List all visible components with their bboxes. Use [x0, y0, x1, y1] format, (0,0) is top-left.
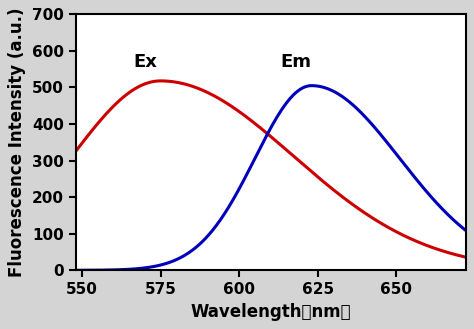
Text: Em: Em [280, 53, 311, 71]
X-axis label: Wavelength（nm）: Wavelength（nm） [191, 303, 351, 321]
Y-axis label: Fluorescence Intensity (a.u.): Fluorescence Intensity (a.u.) [9, 8, 27, 277]
Text: Ex: Ex [133, 53, 157, 71]
